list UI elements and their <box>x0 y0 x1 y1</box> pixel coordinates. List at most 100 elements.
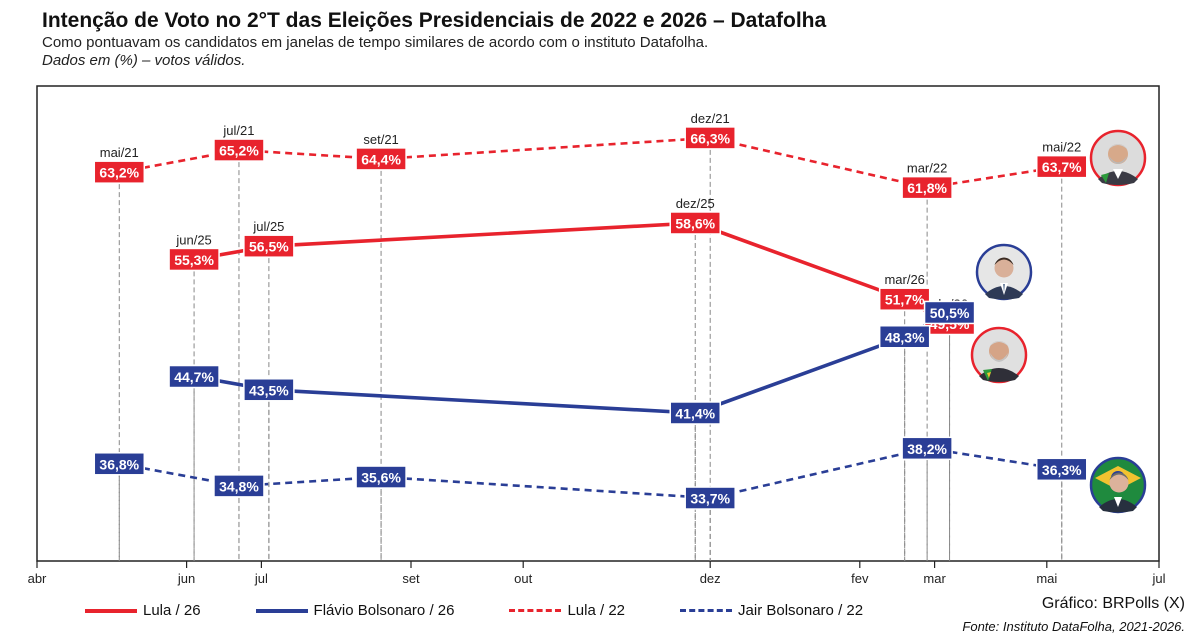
data-point: 34,8% <box>213 474 265 498</box>
x-tick-label: jul <box>1151 571 1165 586</box>
value-label: 36,8% <box>99 456 139 472</box>
legend-swatch-dashed-blue <box>680 609 733 612</box>
value-box <box>669 401 721 425</box>
period-label: dez/25 <box>676 196 715 211</box>
value-box <box>355 147 407 171</box>
period-label: mar/22 <box>907 161 947 176</box>
value-label: 63,2% <box>99 165 139 181</box>
value-box <box>93 452 146 476</box>
value-box <box>243 234 295 258</box>
value-label: 66,3% <box>690 130 730 146</box>
series-line-lula-26 <box>193 221 951 326</box>
data-point: 50,5% <box>923 300 976 325</box>
value-label: 35,6% <box>361 470 401 486</box>
chart-source: Fonte: Instituto DataFolha, 2021-2026. <box>962 619 1185 634</box>
value-label: 56,5% <box>249 239 289 255</box>
data-point: 48,3% <box>878 325 931 349</box>
value-box <box>168 364 220 389</box>
period-label: jul/21 <box>222 123 254 138</box>
legend-label: Jair Bolsonaro / 22 <box>738 602 864 619</box>
chart-note: Dados em (%) – votos válidos. <box>42 52 246 69</box>
value-label: 33,7% <box>690 491 730 507</box>
legend-item-jair-22: Jair Bolsonaro / 22 <box>680 602 863 619</box>
data-point: 33,7% <box>684 486 736 510</box>
period-label: jul/25 <box>252 219 284 234</box>
value-box <box>684 126 736 150</box>
value-label: 43,5% <box>249 382 289 398</box>
period-label: mai/22 <box>1042 140 1081 155</box>
data-labels: 55,3% jun/25 56,5% jul/25 58,6% dez/25 51,7% ma… <box>93 111 1088 510</box>
value-box <box>168 247 220 272</box>
legend-label: Flávio Bolsonaro / 26 <box>313 602 455 619</box>
data-point: 36,8% <box>93 452 146 476</box>
legend-swatch-solid-red <box>85 608 137 613</box>
value-box <box>1036 457 1088 482</box>
series-line-fl-vio-bolsonaro-26 <box>193 310 951 415</box>
value-label: 36,3% <box>1042 462 1082 478</box>
plot-frame <box>36 85 1160 562</box>
value-box <box>901 436 953 461</box>
x-tick-label: fev <box>851 571 869 586</box>
value-label: 48,3% <box>885 329 925 345</box>
value-box <box>93 160 146 184</box>
legend-item-lula-22: Lula / 22 <box>509 602 625 619</box>
data-point: 36,3% <box>1036 457 1088 482</box>
period-label: set/21 <box>363 132 398 147</box>
value-box <box>243 378 295 402</box>
value-box <box>878 287 931 311</box>
x-tick-label: jul <box>254 571 268 586</box>
value-box <box>213 474 265 498</box>
data-point: 61,8% mar/22 <box>901 161 953 200</box>
data-point: 41,4% <box>669 401 721 425</box>
value-box <box>213 138 265 162</box>
value-label: 34,8% <box>219 478 259 494</box>
value-label: 41,4% <box>675 405 715 421</box>
x-tick-label: mar <box>923 571 946 586</box>
x-axis: abr jun jul set out dez fev mar mai jul <box>28 561 1166 586</box>
legend-item-flavio-26: Flávio Bolsonaro / 26 <box>255 602 455 619</box>
value-box <box>878 325 931 349</box>
data-point: 66,3% dez/21 <box>684 111 736 150</box>
value-label: 61,8% <box>907 180 947 196</box>
x-tick-label: jun <box>177 571 195 586</box>
chart-subtitle: Como pontuavam os candidatos em janelas … <box>42 34 709 51</box>
chart-title: Intenção de Voto no 2°T das Eleições Pre… <box>42 9 827 32</box>
legend-label: Lula / 26 <box>143 602 201 619</box>
x-tick-label: mai <box>1036 571 1057 586</box>
data-point: 58,6% dez/25 <box>669 196 721 235</box>
value-label: 63,7% <box>1042 159 1082 175</box>
chart-header: Intenção de Voto no 2°T das Eleições Pre… <box>42 8 1172 70</box>
lula-2026-avatar <box>970 326 1028 384</box>
legend-label: Lula / 22 <box>567 602 626 619</box>
chart-legend: Lula / 26 Flávio Bolsonaro / 26 Lula / 2… <box>85 602 918 619</box>
chart-credit: Gráfico: BRPolls (X) <box>1041 595 1185 612</box>
x-tick-label: dez <box>700 571 721 586</box>
x-tick-label: abr <box>28 571 47 586</box>
period-label: mai/21 <box>100 145 139 160</box>
value-box <box>1036 154 1088 179</box>
gridlines <box>118 149 1063 561</box>
value-label: 64,4% <box>361 151 401 167</box>
data-point: 38,2% <box>901 436 953 461</box>
value-label: 55,3% <box>174 252 214 268</box>
legend-item-lula-26: Lula / 26 <box>85 602 201 619</box>
jair-bolsonaro-avatar <box>1089 456 1147 514</box>
x-tick-label: out <box>514 571 532 586</box>
data-point: 65,2% jul/21 <box>213 123 265 162</box>
period-label: mar/26 <box>884 272 924 287</box>
value-label: 51,7% <box>885 292 925 308</box>
data-point: 64,4% set/21 <box>355 132 407 171</box>
legend-swatch-dashed-red <box>509 609 562 612</box>
data-point: 35,6% <box>355 465 407 489</box>
value-box <box>901 175 953 200</box>
period-label: jun/25 <box>175 232 211 247</box>
data-point: 44,7% <box>168 364 220 389</box>
data-point: 63,7% mai/22 <box>1036 140 1088 179</box>
value-label: 65,2% <box>219 143 259 159</box>
value-box <box>684 486 736 510</box>
value-label: 58,6% <box>675 215 715 231</box>
value-label: 50,5% <box>930 305 970 321</box>
data-point: 51,7% mar/26 <box>878 272 931 311</box>
legend-swatch-solid-blue <box>255 608 308 613</box>
